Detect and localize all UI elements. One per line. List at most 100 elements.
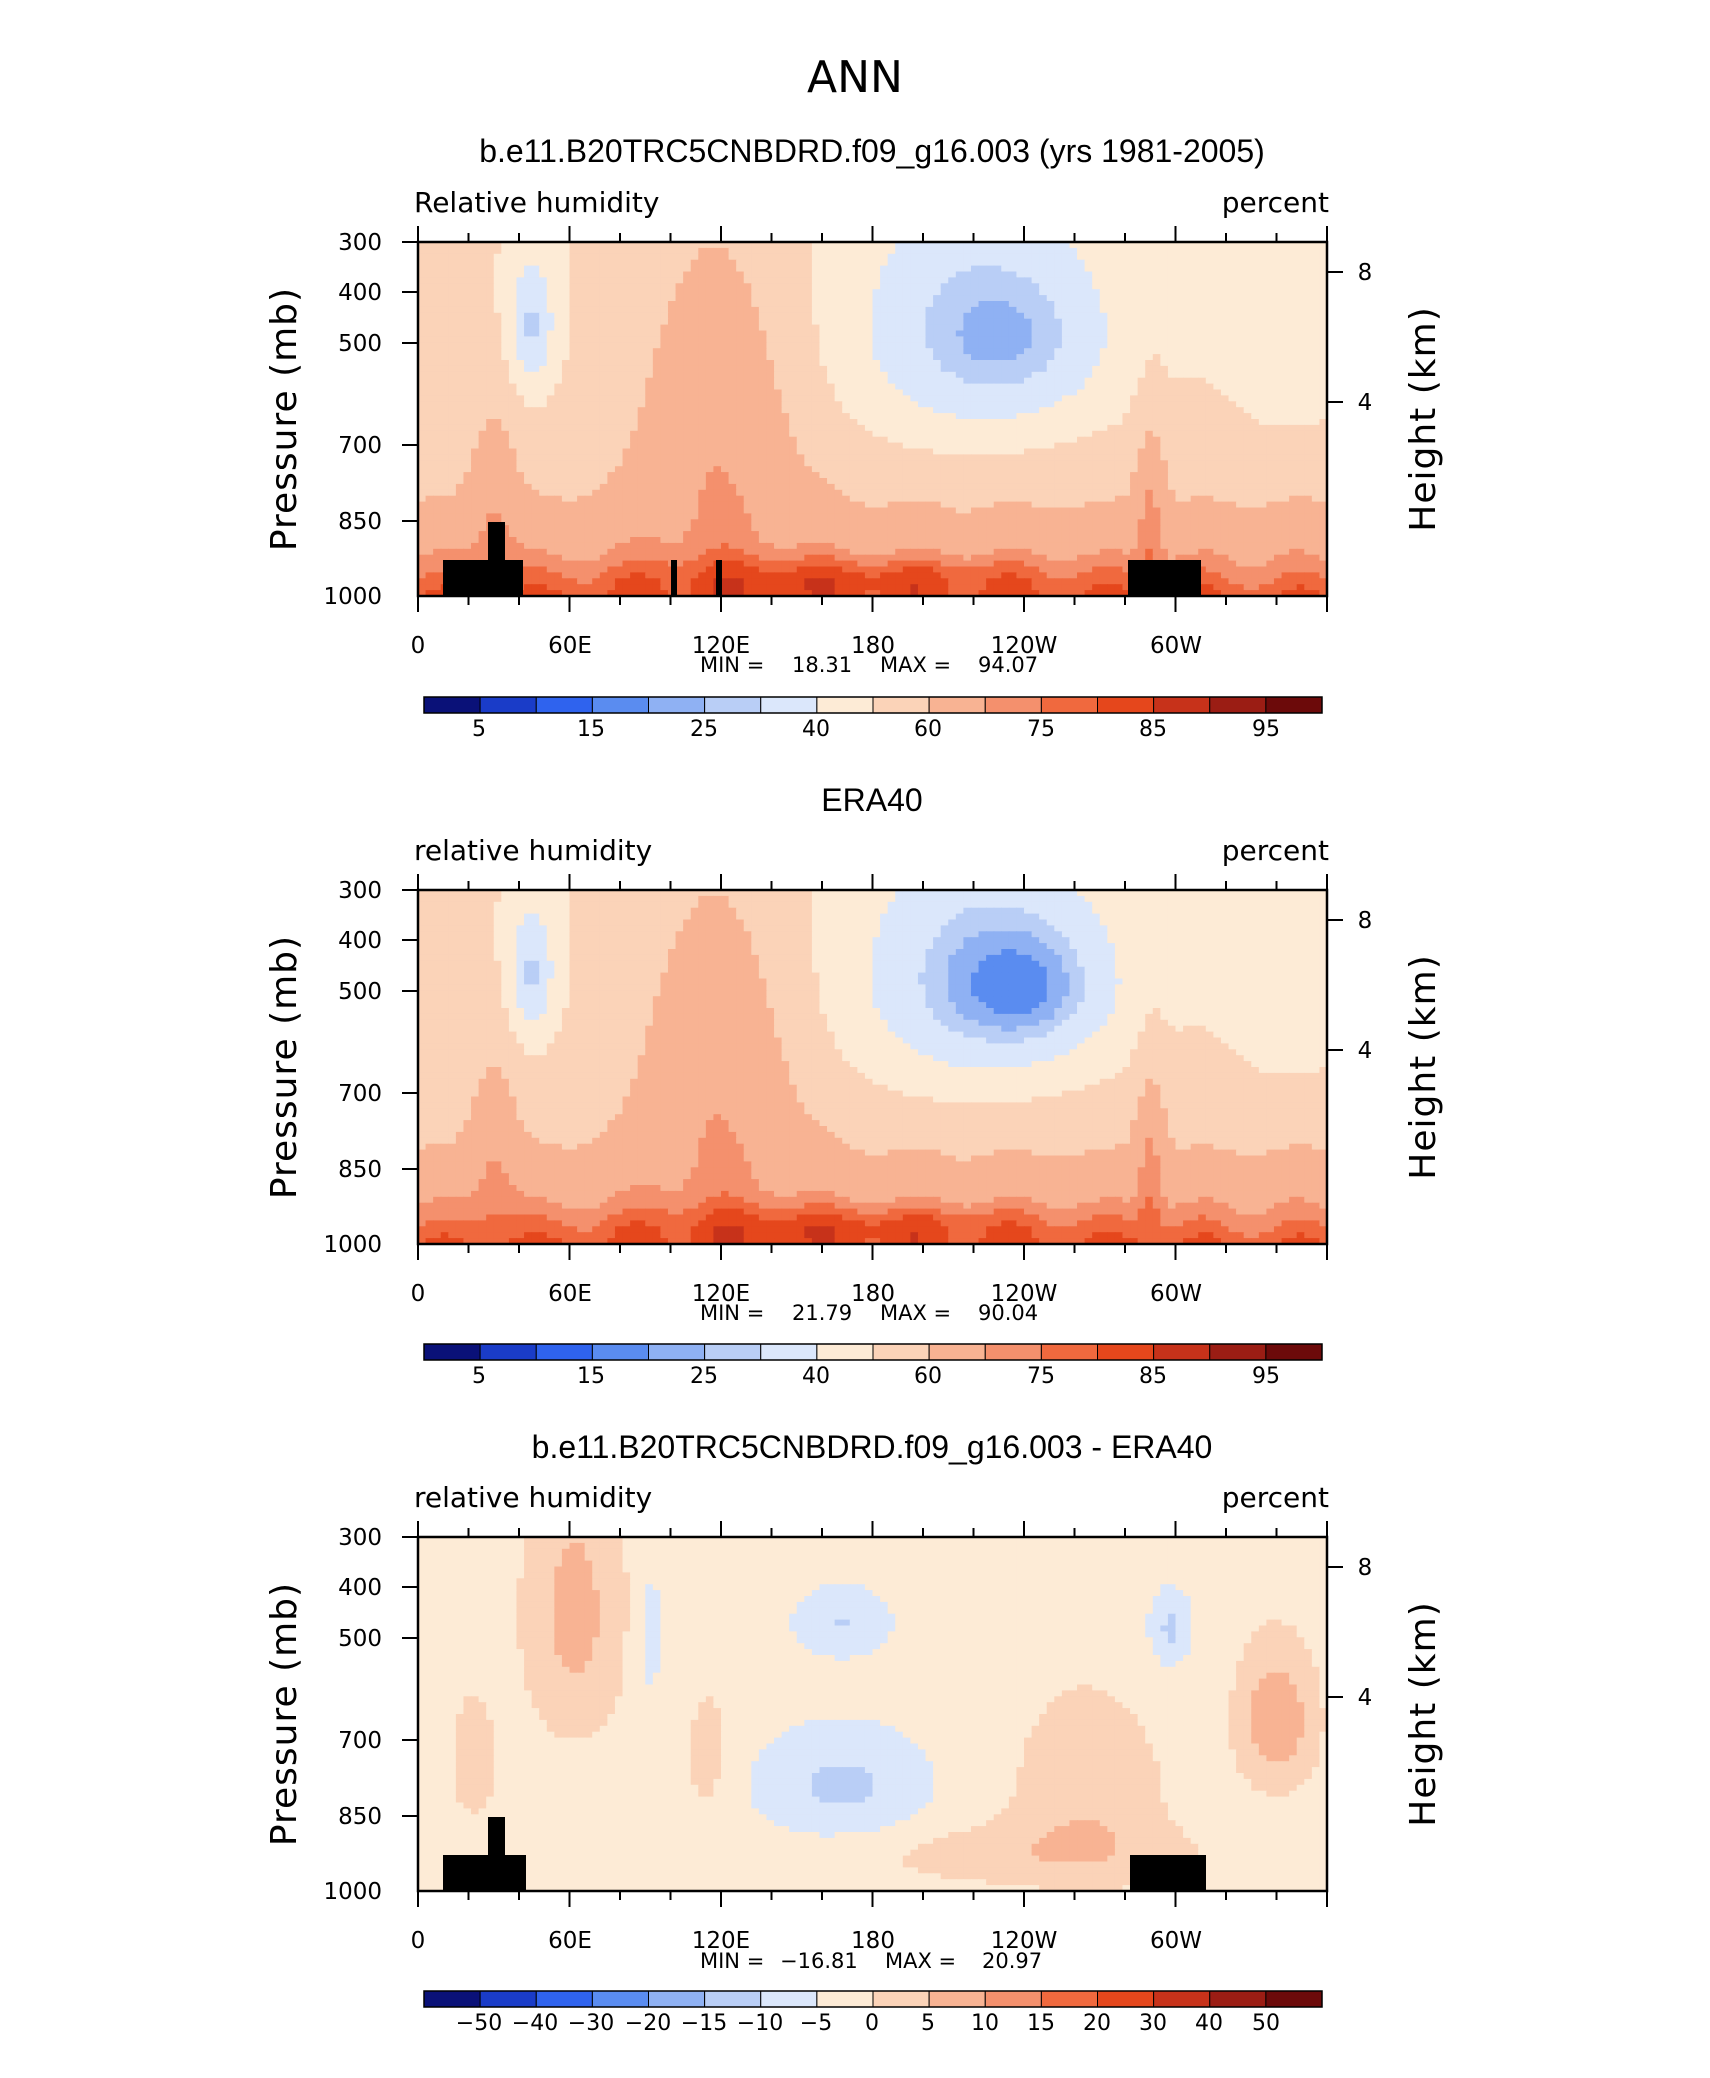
field-cell — [1016, 478, 1025, 485]
field-cell — [508, 348, 518, 355]
field-cell — [1107, 312, 1116, 320]
field-cell — [1251, 265, 1260, 273]
field-cell — [1092, 324, 1101, 332]
field-cell — [463, 430, 472, 438]
field-cell — [455, 389, 465, 396]
field-cell — [561, 289, 571, 296]
field-cell — [895, 301, 904, 308]
field-cell — [630, 424, 639, 432]
field-cell — [993, 413, 1002, 420]
field-cell — [614, 295, 624, 302]
field-cell — [986, 259, 995, 267]
field-cell — [1258, 413, 1268, 420]
field-cell — [599, 289, 608, 296]
field-cell — [1167, 247, 1177, 255]
field-cell — [917, 365, 927, 373]
field-cell — [433, 436, 442, 444]
field-cell — [751, 342, 760, 349]
field-cell — [1099, 407, 1108, 414]
field-cell — [1092, 253, 1101, 261]
field-cell — [751, 466, 760, 473]
field-cell — [811, 354, 821, 361]
field-cell — [986, 265, 995, 273]
field-cell — [1061, 419, 1071, 426]
field-cell — [645, 295, 654, 302]
field-cell — [1266, 371, 1275, 379]
field-cell — [652, 271, 662, 278]
field-cell — [963, 389, 972, 396]
field-cell — [1092, 419, 1101, 426]
field-cell — [789, 478, 798, 485]
field-cell — [637, 483, 646, 491]
field-cell — [1069, 253, 1078, 261]
field-cell — [902, 277, 911, 284]
field-cell — [1319, 478, 1327, 485]
field-cell — [486, 436, 495, 444]
field-cell — [1054, 407, 1063, 414]
field-cell — [819, 365, 828, 373]
field-cell — [1137, 413, 1146, 420]
field-cell — [804, 442, 813, 450]
field-cell — [736, 318, 745, 326]
field-cell — [501, 442, 510, 450]
field-cell — [554, 442, 563, 450]
field-cell — [1137, 430, 1146, 438]
field-cell — [781, 348, 790, 355]
field-cell — [1198, 348, 1207, 355]
field-cell — [1137, 424, 1146, 432]
field-cell — [1213, 360, 1222, 367]
field-cell — [925, 389, 934, 396]
field-cell — [1145, 442, 1154, 450]
field-cell — [667, 413, 677, 420]
field-cell — [539, 271, 548, 278]
field-cell — [766, 460, 775, 467]
field-cell — [448, 460, 457, 467]
field-cell — [789, 430, 798, 438]
field-cell — [1220, 413, 1230, 420]
field-cell — [713, 389, 722, 396]
field-cell — [524, 354, 533, 361]
field-cell — [584, 318, 593, 326]
field-cell — [1107, 295, 1116, 302]
field-cell — [1311, 312, 1321, 320]
field-cell — [955, 336, 965, 343]
field-cell — [736, 336, 745, 343]
field-cell — [774, 330, 783, 337]
field-cell — [1236, 424, 1245, 432]
field-cell — [1167, 436, 1177, 444]
field-cell — [948, 306, 957, 314]
field-cell — [1198, 289, 1207, 296]
field-cell — [880, 336, 889, 343]
field-cell — [872, 407, 881, 414]
field-cell — [970, 401, 980, 408]
field-cell — [667, 312, 677, 320]
field-cell — [493, 448, 502, 455]
field-cell — [978, 277, 987, 284]
field-cell — [1281, 336, 1290, 343]
field-cell — [819, 253, 828, 261]
field-cell — [978, 478, 987, 485]
field-cell — [902, 283, 911, 290]
field-cell — [1008, 478, 1018, 485]
field-cell — [683, 419, 692, 426]
field-cell — [508, 301, 518, 308]
field-cell — [1061, 354, 1071, 361]
field-cell — [917, 442, 927, 450]
field-cell — [811, 253, 821, 261]
field-cell — [1145, 419, 1154, 426]
field-cell — [554, 360, 563, 367]
field-cell — [1114, 312, 1124, 320]
field-cell — [705, 247, 715, 255]
field-cell — [561, 324, 571, 332]
field-cell — [690, 289, 699, 296]
field-cell — [834, 448, 843, 455]
field-cell — [1205, 401, 1214, 408]
field-cell — [546, 306, 555, 314]
field-cell — [599, 354, 608, 361]
field-cell — [743, 265, 752, 273]
field-cell — [1220, 424, 1230, 432]
field-cell — [637, 253, 646, 261]
field-cell — [758, 365, 768, 373]
field-cell — [1183, 312, 1192, 320]
field-cell — [705, 478, 715, 485]
